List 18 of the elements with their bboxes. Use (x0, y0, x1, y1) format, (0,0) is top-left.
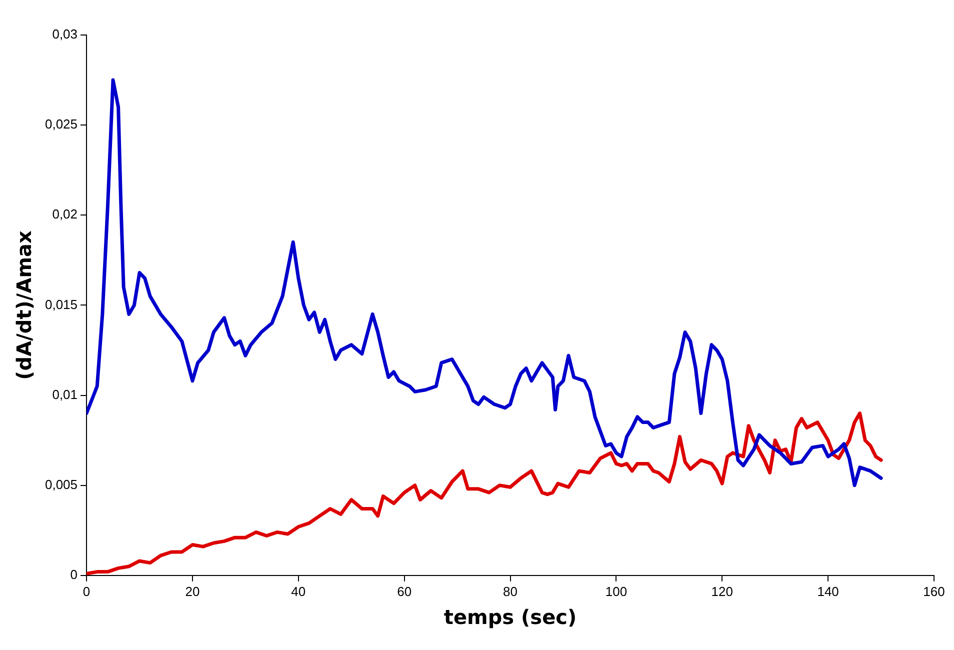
y-tick-label: 0,015 (44, 296, 78, 312)
x-tick-label: 160 (923, 584, 945, 599)
y-tick-label: 0,03 (52, 26, 78, 42)
x-tick-label: 120 (711, 584, 733, 599)
y-tick-label: 0,025 (44, 116, 78, 132)
y-tick-label: 0 (70, 566, 78, 582)
x-tick-label: 100 (605, 584, 628, 599)
x-tick-label: 20 (185, 584, 200, 599)
x-tick-label: 140 (817, 584, 839, 599)
y-tick-label: 0,005 (44, 476, 78, 492)
y-axis-title: (dA/dt)/Amax (12, 230, 36, 380)
x-axis-title: temps (sec) (444, 605, 577, 630)
x-tick-label: 40 (291, 584, 306, 599)
x-tick-label: 60 (397, 584, 412, 599)
x-tick-label: 0 (82, 584, 90, 599)
x-tick-label: 80 (503, 584, 518, 599)
y-tick-label: 0,01 (52, 386, 78, 402)
y-tick-label: 0,02 (52, 206, 78, 222)
